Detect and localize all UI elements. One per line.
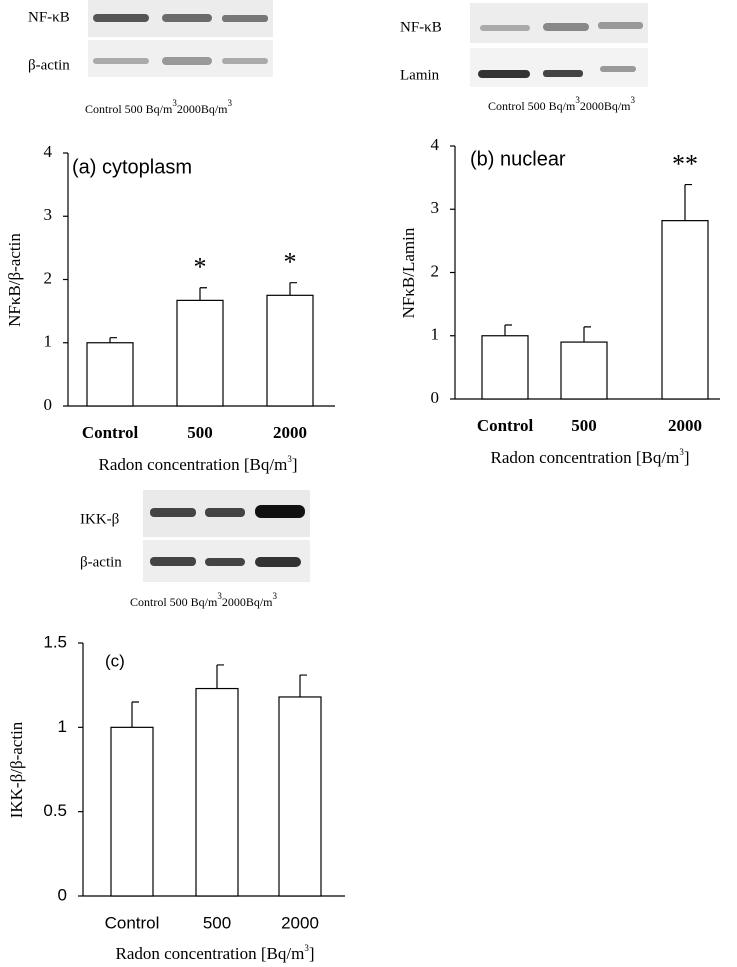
significance-mark: ** (672, 150, 698, 179)
bar (560, 341, 608, 400)
error-bar (583, 326, 591, 343)
blot-label: NF-κB (400, 19, 442, 35)
text-part: Control 500 Bq/m (85, 102, 173, 116)
superscript: 3 (273, 591, 278, 601)
error-bar (289, 282, 297, 296)
blot-label: Lamin (400, 67, 440, 83)
text-part: 2000Bq/m (580, 99, 631, 113)
bar (481, 335, 529, 400)
blot-bands (150, 505, 305, 567)
text-part: Control 500 Bq/m (488, 99, 576, 113)
x-tick-label: Control (477, 416, 534, 435)
significance-mark: * (284, 248, 297, 277)
y-tick-label: 0 (44, 395, 53, 414)
significance-mark: * (194, 253, 207, 282)
y-tick-label: 1 (44, 332, 53, 351)
y-tick-label: 3 (44, 205, 53, 224)
blot-label: β-actin (28, 57, 70, 73)
blot-caption: Control 500 Bq/m32000Bq/m3 (85, 98, 233, 116)
text-part: 2000Bq/m (222, 595, 273, 609)
error-bar (216, 664, 224, 689)
superscript: 3 (172, 98, 177, 108)
text-part: Radon concentration [Bq/m (115, 944, 304, 963)
error-bar (299, 674, 307, 697)
y-tick-label: 0.5 (43, 801, 67, 820)
x-tick-label: 500 (187, 423, 213, 442)
text-part: Control 500 Bq/m (130, 595, 218, 609)
text-part: ] (309, 944, 315, 963)
superscript: 3 (228, 98, 233, 108)
y-tick-label: 1 (58, 717, 67, 736)
blot-caption: Control 500 Bq/m32000Bq/m3 (488, 95, 636, 113)
y-axis-label: IKK-β/β-actin (7, 721, 26, 818)
y-tick-label: 0 (431, 388, 440, 407)
x-tick-label: 500 (571, 416, 597, 435)
text-part: Radon concentration [Bq/m (98, 455, 287, 474)
text-part: 2000Bq/m (177, 102, 228, 116)
bar (110, 726, 154, 897)
error-bar (199, 287, 207, 301)
superscript: 3 (679, 447, 684, 457)
x-tick-label: 2000 (273, 423, 307, 442)
text-part: Radon concentration [Bq/m (490, 448, 679, 467)
text-part: ] (292, 455, 298, 474)
bar (176, 299, 224, 407)
x-axis-label: Radon concentration [Bq/m3] (115, 943, 314, 963)
x-tick-label: 2000 (281, 913, 319, 932)
x-tick-label: Control (82, 423, 139, 442)
blot-label: IKK-β (80, 511, 119, 527)
y-axis-label: NFκB/Lamin (399, 227, 418, 318)
chart-title: (a) cytoplasm (72, 156, 192, 178)
blot-caption: Control 500 Bq/m32000Bq/m3 (130, 591, 278, 609)
superscript: 3 (631, 95, 636, 105)
y-tick-label: 4 (44, 142, 53, 161)
y-tick-label: 1.5 (43, 632, 67, 651)
chart-title: (b) nuclear (470, 148, 566, 170)
superscript: 3 (304, 943, 309, 953)
error-bar (684, 183, 692, 221)
blot-label: β-actin (80, 554, 122, 570)
blot-label: NF-κB (28, 9, 70, 25)
superscript: 3 (217, 591, 222, 601)
chart-title: (c) (105, 651, 125, 670)
y-tick-label: 0 (58, 885, 67, 904)
blot-bands (93, 14, 268, 65)
x-tick-label: 500 (203, 913, 231, 932)
error-bar (109, 337, 117, 343)
text-part: ] (684, 448, 690, 467)
x-axis-label: Radon concentration [Bq/m3] (98, 454, 297, 474)
y-tick-label: 1 (431, 325, 440, 344)
bar (195, 687, 239, 897)
bar (86, 342, 134, 407)
y-tick-label: 3 (431, 198, 440, 217)
bar (661, 220, 709, 400)
x-axis-label: Radon concentration [Bq/m3] (490, 447, 689, 467)
bar (278, 696, 322, 897)
error-bar (131, 701, 139, 728)
y-tick-label: 2 (431, 261, 440, 280)
x-tick-label: Control (105, 913, 160, 932)
blot-bands (478, 22, 643, 78)
x-tick-label: 2000 (668, 416, 702, 435)
superscript: 3 (287, 454, 292, 464)
y-tick-label: 4 (431, 135, 440, 154)
y-tick-label: 2 (44, 268, 53, 287)
superscript: 3 (575, 95, 580, 105)
error-bar (504, 324, 512, 336)
bar (266, 294, 314, 407)
y-axis-label: NFκB/β-actin (5, 233, 24, 327)
